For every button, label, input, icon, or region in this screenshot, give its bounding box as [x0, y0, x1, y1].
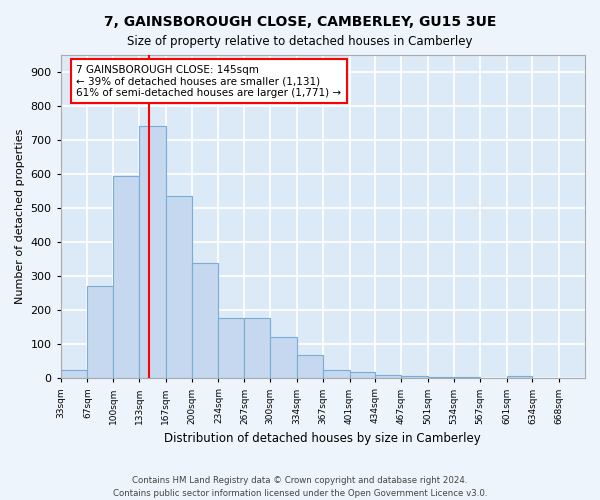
Bar [113, 176, 139, 378]
Bar [350, 372, 376, 378]
Bar [192, 262, 218, 378]
Bar [323, 370, 350, 378]
Bar [506, 376, 532, 378]
Bar [218, 318, 244, 378]
Bar [61, 370, 88, 378]
Bar [244, 318, 270, 378]
Text: Size of property relative to detached houses in Camberley: Size of property relative to detached ho… [127, 35, 473, 48]
Y-axis label: Number of detached properties: Number of detached properties [15, 129, 25, 304]
Bar [139, 126, 166, 378]
Bar [297, 355, 323, 378]
Bar [270, 338, 297, 378]
Bar [166, 196, 192, 378]
Text: 7 GAINSBOROUGH CLOSE: 145sqm
← 39% of detached houses are smaller (1,131)
61% of: 7 GAINSBOROUGH CLOSE: 145sqm ← 39% of de… [76, 64, 341, 98]
Text: 7, GAINSBOROUGH CLOSE, CAMBERLEY, GU15 3UE: 7, GAINSBOROUGH CLOSE, CAMBERLEY, GU15 3… [104, 15, 496, 29]
Bar [401, 376, 428, 378]
Bar [454, 377, 480, 378]
Text: Contains HM Land Registry data © Crown copyright and database right 2024.
Contai: Contains HM Land Registry data © Crown c… [113, 476, 487, 498]
X-axis label: Distribution of detached houses by size in Camberley: Distribution of detached houses by size … [164, 432, 481, 445]
Bar [428, 376, 454, 378]
Bar [376, 375, 401, 378]
Bar [88, 286, 113, 378]
